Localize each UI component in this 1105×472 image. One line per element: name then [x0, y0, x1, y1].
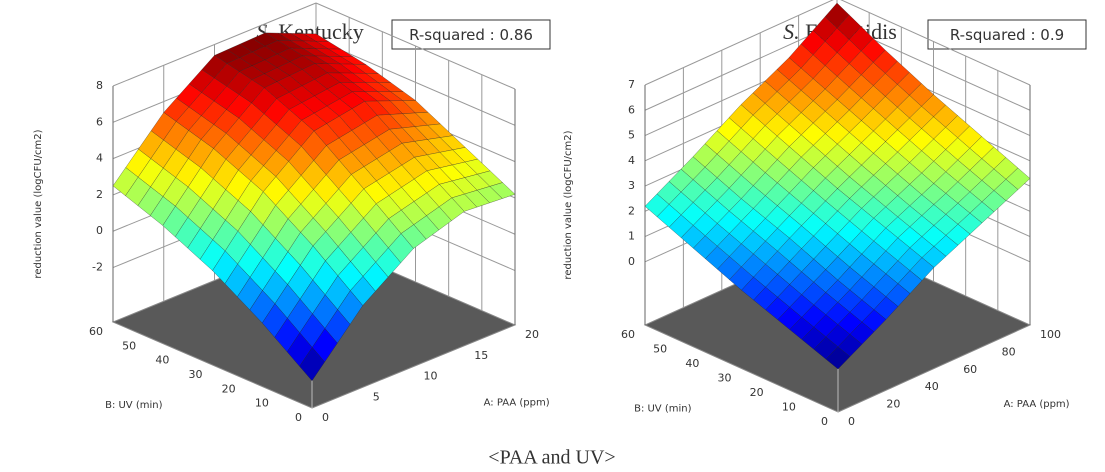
z-tick-label: 2	[96, 188, 103, 201]
z-axis-label: reduction value (logCFU/cm2)	[563, 130, 574, 279]
x-tick-label: 20	[525, 328, 539, 341]
y-tick-label: 10	[255, 397, 269, 410]
y-axis-label: B: UV (min)	[105, 400, 163, 411]
z-tick-label: 7	[628, 78, 635, 91]
x-tick-label: 20	[886, 398, 900, 411]
y-axis-label: B: UV (min)	[634, 404, 692, 415]
z-tick-label: 6	[96, 115, 103, 128]
fit-text: R-squared : 0.86	[409, 26, 533, 44]
y-tick-label: 60	[621, 328, 635, 341]
x-axis-label: A: PAA (ppm)	[484, 397, 550, 408]
z-tick-label: 3	[628, 179, 635, 192]
wall-grid-line	[112, 2, 317, 87]
y-tick-label: 40	[155, 354, 169, 367]
x-tick-label: 100	[1040, 328, 1061, 341]
z-tick-label: 0	[628, 255, 635, 268]
caption: <PAA and UV>	[488, 447, 615, 469]
x-axis-label: A: PAA (ppm)	[1004, 399, 1070, 410]
z-axis-label: reduction value (logCFU/cm2)	[33, 129, 44, 278]
fit-text: R-squared : 0.9	[950, 26, 1064, 44]
x-tick-label: 10	[424, 370, 438, 383]
wall-grid-line	[840, 0, 1031, 86]
y-tick-label: 20	[750, 386, 764, 399]
y-tick-label: 50	[122, 339, 136, 352]
x-tick-label: 60	[963, 363, 977, 376]
fit-label: R-squared :	[950, 26, 1036, 44]
z-tick-label: 5	[628, 129, 635, 142]
y-tick-label: 20	[222, 382, 236, 395]
x-tick-label: 0	[322, 411, 329, 424]
fit-box	[927, 19, 1087, 50]
z-tick-label: 2	[628, 204, 635, 217]
z-tick-label: 4	[628, 154, 635, 167]
y-tick-label: 0	[821, 415, 828, 428]
y-tick-label: 10	[782, 401, 796, 414]
z-tick-label: 1	[628, 230, 635, 243]
z-tick-label: 6	[628, 103, 635, 116]
x-tick-label: 80	[1002, 345, 1016, 358]
title-genus: S.	[783, 19, 800, 44]
y-tick-label: 50	[653, 343, 667, 356]
fit-label: R-squared :	[409, 26, 495, 44]
wall-grid-line	[644, 0, 834, 86]
fit-box	[391, 19, 551, 50]
y-tick-label: 0	[295, 411, 302, 424]
z-tick-label: 8	[96, 79, 103, 92]
y-tick-label: 30	[189, 368, 203, 381]
wall-grid-line	[315, 38, 516, 126]
wall-grid-line	[315, 2, 516, 90]
r-squared: 0.9	[1040, 26, 1064, 44]
y-tick-label: 30	[718, 372, 732, 385]
x-tick-label: 15	[474, 349, 488, 362]
z-tick-label: -2	[92, 261, 103, 274]
x-tick-label: 5	[373, 390, 380, 403]
y-tick-label: 40	[685, 357, 699, 370]
x-tick-label: 0	[848, 415, 855, 428]
r-squared: 0.86	[500, 26, 533, 44]
z-tick-label: 0	[96, 224, 103, 237]
x-tick-label: 40	[925, 380, 939, 393]
surface-patch	[825, 346, 851, 370]
z-tick-label: 4	[96, 152, 103, 165]
wall-grid-line	[644, 22, 838, 111]
surface-patch	[299, 347, 325, 382]
y-tick-label: 60	[89, 325, 103, 338]
